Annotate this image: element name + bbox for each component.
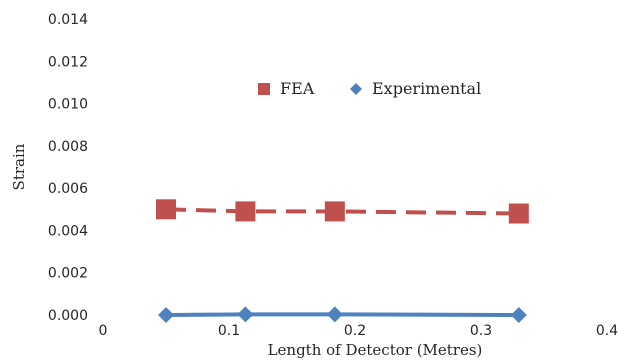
y-tick-label: 0.004 (48, 223, 88, 239)
data-point-experimental (326, 306, 343, 323)
y-tick-label: 0.010 (48, 97, 88, 113)
y-tick-label: 0.006 (48, 181, 88, 197)
data-point-experimental (510, 307, 527, 323)
x-tick-label: 0.3 (470, 323, 492, 339)
x-tick-label: 0.1 (218, 323, 240, 339)
legend: FEA Experimental (258, 79, 481, 98)
y-axis-ticks: 0.000 0.002 0.004 0.006 0.008 0.010 0.012 0.014 (48, 12, 88, 324)
data-point-fea (156, 199, 176, 220)
data-point-fea (508, 203, 529, 224)
y-tick-label: 0.002 (48, 266, 88, 282)
series-fea (156, 199, 529, 224)
legend-label-experimental: Experimental (372, 79, 481, 98)
legend-marker-experimental (350, 83, 362, 95)
legend-marker-fea (258, 83, 270, 95)
x-axis-title: Length of Detector (Metres) (268, 341, 483, 359)
x-tick-label: 0.4 (596, 323, 618, 339)
x-tick-label: 0 (99, 323, 108, 339)
data-point-experimental (237, 306, 254, 323)
series-layer (156, 199, 529, 323)
data-point-experimental (158, 307, 174, 323)
data-point-fea (235, 201, 256, 222)
x-axis-ticks: 0 0.1 0.2 0.3 0.4 (99, 323, 619, 339)
legend-label-fea: FEA (280, 79, 315, 98)
x-tick-label: 0.2 (344, 323, 366, 339)
y-tick-label: 0.012 (48, 54, 88, 70)
series-experimental (158, 306, 527, 323)
y-axis-title: Strain (10, 143, 28, 190)
data-point-fea (324, 201, 345, 222)
y-tick-label: 0.008 (48, 139, 88, 155)
series-line-fea (165, 207, 519, 216)
y-tick-label: 0.014 (48, 12, 88, 28)
y-tick-label: 0.000 (48, 308, 88, 324)
series-line-experimental (165, 312, 519, 317)
